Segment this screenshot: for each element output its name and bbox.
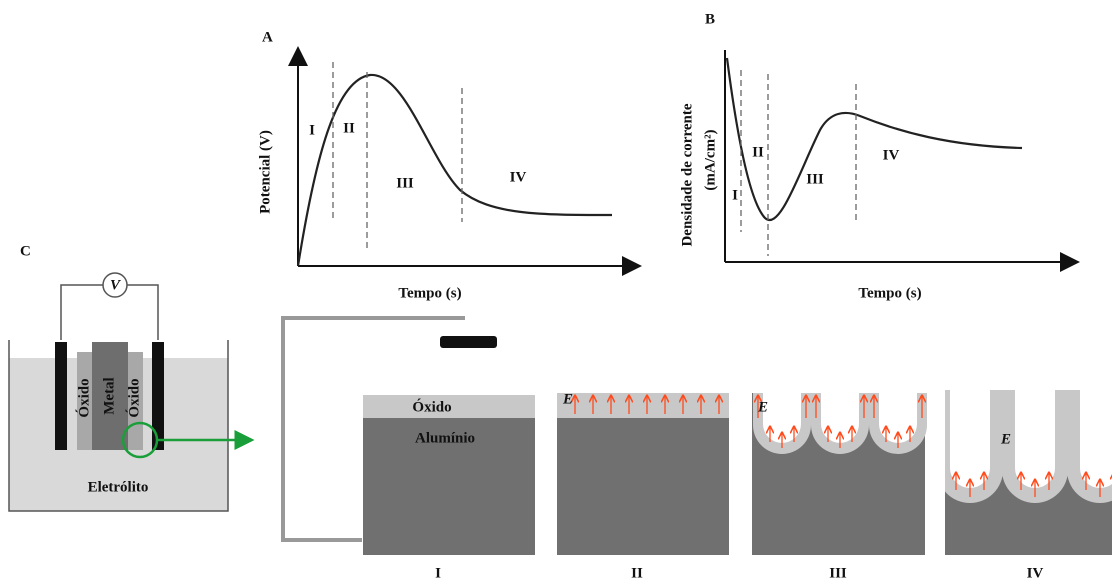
stage-label: III — [829, 565, 847, 579]
x-axis-title: Tempo (s) — [858, 285, 921, 301]
field-label: E — [757, 399, 768, 415]
stage-label: IV — [883, 147, 900, 163]
pore — [1015, 390, 1055, 488]
stage-drawings: E E E — [363, 390, 1112, 555]
stage-label: II — [343, 120, 355, 136]
field-label: E — [1000, 431, 1011, 447]
voltmeter-label: V — [110, 277, 122, 293]
oxide-layer — [363, 395, 535, 418]
electrolyte-label: Eletrólito — [88, 479, 149, 495]
x-axis-title: Tempo (s) — [398, 285, 461, 301]
pores-deep — [945, 390, 1112, 503]
y-axis-title: Potencial (V) — [257, 130, 273, 214]
panel-b: B I II III IV Densidade de corrente (mA/… — [679, 11, 1080, 301]
field-label: E — [562, 391, 573, 407]
stage-label: IV — [510, 169, 527, 185]
y-axis-unit: (mA/cm²) — [702, 129, 718, 190]
stage-label: I — [309, 122, 315, 138]
electrode — [55, 342, 67, 450]
y-axis-title: Densidade de corrente — [679, 103, 695, 246]
cathode — [440, 336, 497, 348]
electrode — [152, 342, 164, 450]
panel-label: A — [262, 29, 273, 45]
beaker — [8, 340, 229, 512]
aluminum — [557, 395, 729, 555]
aluminum-label: Alumínio — [415, 430, 475, 446]
panel-a: A I II III IV Potencial (V) Tempo (s) — [257, 29, 642, 301]
pore — [950, 390, 990, 488]
stage-label: I — [435, 565, 441, 579]
stage-label: III — [396, 175, 414, 191]
stage-label: II — [631, 565, 643, 579]
aluminum — [363, 395, 535, 555]
voltmeter — [102, 272, 128, 298]
stage-label: II — [752, 144, 764, 160]
panel-label: B — [705, 11, 715, 27]
stage-label: III — [806, 171, 824, 187]
curve — [296, 73, 613, 267]
stage-label: I — [732, 187, 738, 203]
curve — [725, 57, 1023, 222]
panel-label: C — [20, 243, 31, 259]
stages: E E E Óxido Alumínio I II III IV — [281, 316, 1112, 579]
wire — [60, 284, 159, 340]
metal-label: Metal — [101, 377, 117, 414]
metal — [92, 342, 128, 450]
pore — [1080, 390, 1112, 488]
stage-label: IV — [1027, 565, 1044, 579]
panel-c: C V Óxido Metal Óxido Eletrólito — [8, 243, 255, 512]
circuit-wire — [281, 316, 465, 542]
oxide-label: Óxido — [125, 378, 142, 417]
oxide-label: Óxido — [412, 398, 451, 415]
oxide-layer — [557, 393, 729, 418]
oxide-label: Óxido — [75, 378, 92, 417]
